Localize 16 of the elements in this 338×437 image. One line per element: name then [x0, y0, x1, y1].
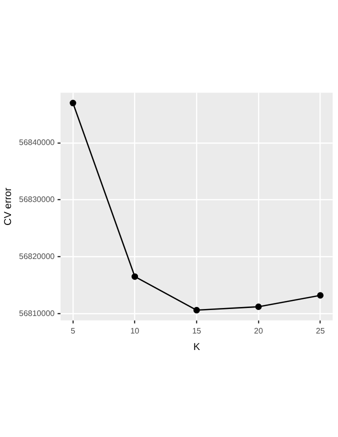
x-tick-label: 25	[316, 326, 326, 336]
point	[70, 100, 76, 106]
x-axis-title: K	[193, 342, 200, 353]
y-tick-label: 56830000	[19, 194, 56, 204]
y-tick-label: 56840000	[19, 138, 56, 148]
x-tick-label: 15	[192, 326, 202, 336]
y-tick-label: 56810000	[19, 308, 56, 318]
point	[317, 292, 324, 299]
x-tick-label: 10	[130, 326, 140, 336]
point	[255, 303, 262, 310]
point	[193, 306, 200, 314]
y-tick-label: 56820000	[19, 252, 56, 261]
x-tick-label: 20	[254, 326, 264, 336]
point	[132, 273, 138, 280]
x-tick-label: 5	[70, 326, 76, 336]
y-axis-title: CV error	[2, 187, 14, 226]
